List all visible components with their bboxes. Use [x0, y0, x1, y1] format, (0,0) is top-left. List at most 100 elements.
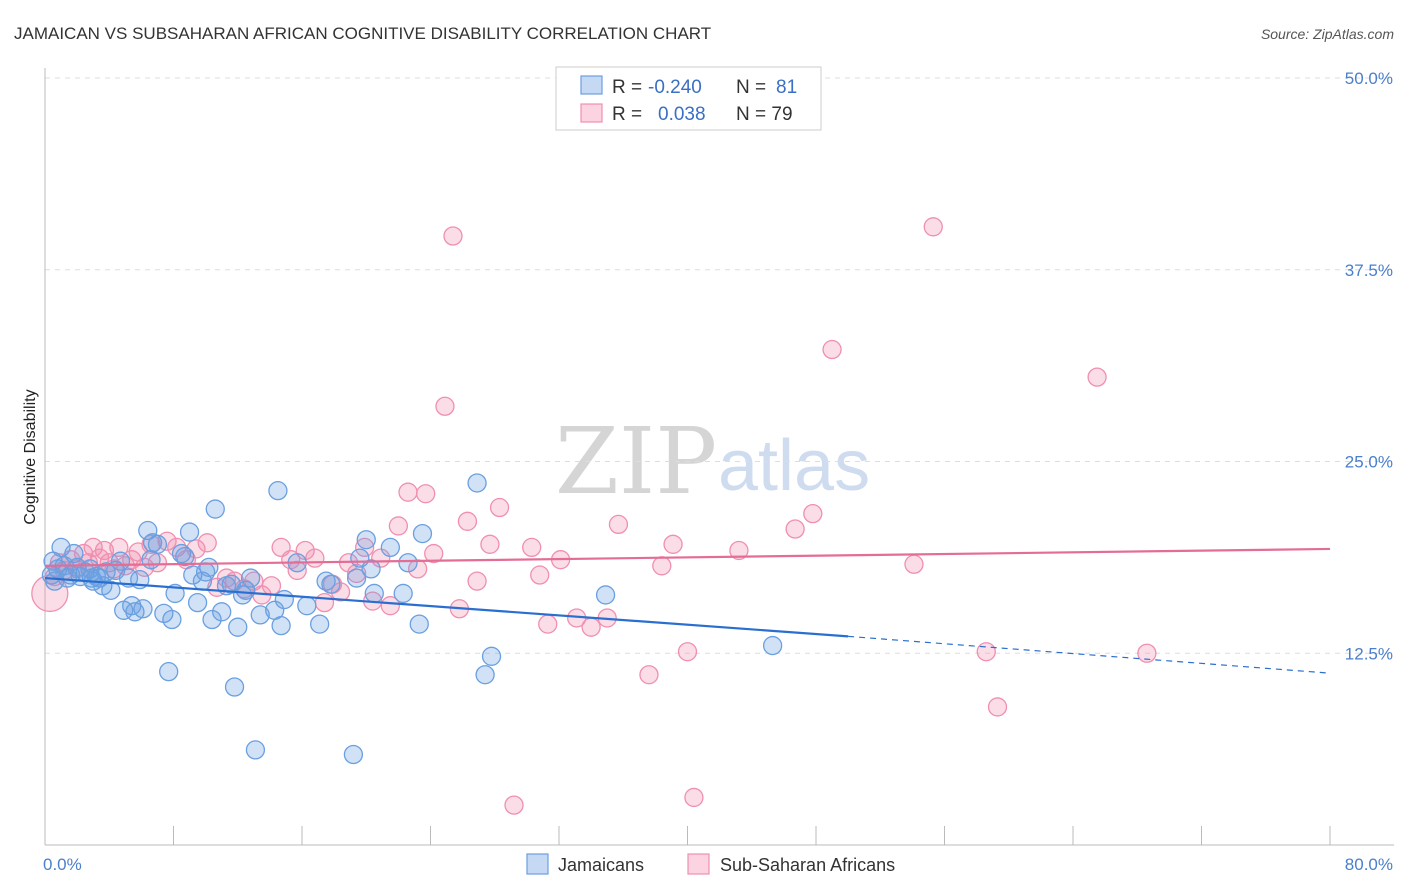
- y-tick-label-3: 50.0%: [1345, 69, 1393, 88]
- point-sub-saharan-68: [652, 556, 672, 576]
- legend-r-label-2: R =: [612, 104, 642, 125]
- point-sub-saharan-56: [480, 534, 500, 554]
- point-jamaicans-26: [138, 520, 158, 541]
- point-sub-saharan-52: [443, 226, 463, 246]
- bottom-legend-sub-saharan: Sub-Saharan Africans: [720, 855, 895, 875]
- axes: [44, 68, 1394, 846]
- point-jamaicans-41: [202, 609, 222, 630]
- legend-n-label-1: N =: [736, 77, 766, 98]
- point-sub-saharan-71: [684, 787, 704, 808]
- tick-labels: 12.5% 25.0% 37.5% 50.0% 0.0% 80.0%: [43, 69, 1393, 874]
- point-sub-saharan-77: [923, 217, 943, 237]
- y-axis-label: Cognitive Disability: [22, 389, 39, 524]
- point-sub-saharan-67: [639, 665, 659, 685]
- point-jamaicans-71: [412, 523, 433, 544]
- point-jamaicans-77: [81, 568, 102, 588]
- point-sub-saharan-66: [608, 514, 629, 535]
- point-jamaicans-60: [321, 574, 341, 594]
- point-jamaicans-78: [141, 550, 161, 570]
- point-sub-saharan-23: [186, 539, 206, 559]
- trend-line-sub-saharan: [44, 547, 1331, 567]
- series-jamaicans: [41, 473, 783, 765]
- point-sub-saharan-24: [197, 533, 217, 553]
- point-sub-saharan-39: [330, 582, 351, 602]
- bottom-legend-swatch-jamaicans: [526, 853, 549, 875]
- point-sub-saharan-69: [663, 534, 683, 554]
- point-jamaicans-73: [475, 665, 495, 685]
- point-sub-saharan-58: [504, 795, 524, 815]
- point-sub-saharan-72: [729, 540, 749, 561]
- point-jamaicans-57: [297, 596, 317, 616]
- point-jamaicans-18: [101, 580, 121, 601]
- point-jamaicans-31: [162, 609, 182, 630]
- chart-source: Source: ZipAtlas.com: [1261, 26, 1394, 42]
- point-sub-saharan-51: [435, 396, 455, 416]
- chart-title: JAMAICAN VS SUBSAHARAN AFRICAN COGNITIVE…: [14, 24, 711, 43]
- legend-r-label-1: R =: [612, 77, 642, 98]
- point-sub-saharan-76: [904, 554, 924, 574]
- point-jamaicans-72: [467, 473, 487, 493]
- point-jamaicans-20: [110, 551, 131, 571]
- point-jamaicans-34: [175, 546, 195, 567]
- series-sub-saharan-africans: [31, 217, 1157, 815]
- point-jamaicans-25: [133, 599, 153, 619]
- point-jamaicans-50: [245, 740, 266, 760]
- point-jamaicans-76: [762, 635, 783, 656]
- point-jamaicans-70: [409, 614, 429, 634]
- point-sub-saharan-37: [314, 592, 335, 613]
- trend-lines: [44, 547, 1331, 674]
- point-jamaicans-65: [361, 559, 381, 579]
- legend-n-value-1: 81: [776, 77, 797, 98]
- point-jamaicans-53: [268, 480, 288, 501]
- grid-lines: [45, 77, 1394, 654]
- point-jamaicans-79: [236, 580, 256, 601]
- point-sub-saharan-54: [457, 511, 478, 531]
- point-jamaicans-64: [356, 530, 376, 550]
- legend-swatch-sub-saharan: [580, 103, 603, 123]
- correlation-legend: R = -0.240 N = 81 R = 0.038 N = 79: [555, 66, 822, 131]
- point-jamaicans-62: [346, 568, 367, 588]
- point-sub-saharan-55: [467, 571, 487, 591]
- y-tick-label-0: 12.5%: [1345, 644, 1393, 663]
- point-jamaicans-47: [228, 617, 248, 637]
- legend-n-label-2: N = 79: [736, 104, 793, 125]
- point-jamaicans-43: [212, 602, 232, 622]
- watermark-atlas: atlas: [718, 426, 870, 506]
- point-sub-saharan-45: [380, 596, 400, 616]
- point-sub-saharan-13: [109, 537, 129, 558]
- trend-line-jamaicans: [44, 576, 849, 638]
- point-sub-saharan-80: [1087, 367, 1107, 387]
- point-sub-saharan-75: [822, 339, 842, 360]
- point-sub-saharan-47: [398, 482, 418, 502]
- point-sub-saharan-41: [346, 563, 367, 584]
- point-jamaicans-37: [187, 592, 208, 613]
- point-sub-saharan-36: [305, 548, 325, 568]
- point-sub-saharan-59: [522, 537, 542, 558]
- point-sub-saharan-42: [354, 537, 375, 558]
- point-jamaicans-75: [595, 585, 616, 605]
- point-sub-saharan-74: [803, 504, 823, 524]
- point-jamaicans-33: [171, 543, 192, 564]
- point-sub-saharan-10: [94, 540, 115, 561]
- point-jamaicans-58: [310, 614, 330, 634]
- point-jamaicans-30: [159, 662, 179, 682]
- legend-swatch-jamaicans: [580, 75, 603, 95]
- point-jamaicans-67: [380, 537, 400, 558]
- point-jamaicans-46: [224, 677, 245, 697]
- point-jamaicans-55: [274, 589, 294, 610]
- trend-line-jamaicans-extension: [848, 635, 1331, 674]
- point-sub-saharan-44: [371, 548, 391, 568]
- point-jamaicans-54: [271, 615, 291, 636]
- bottom-legend-swatch-sub-saharan: [687, 853, 710, 875]
- point-jamaicans-17: [96, 562, 116, 582]
- point-jamaicans-68: [393, 583, 413, 604]
- point-sub-saharan-46: [388, 516, 409, 536]
- point-jamaicans-61: [343, 744, 364, 765]
- point-jamaicans-40: [199, 557, 219, 577]
- point-sub-saharan-8: [83, 537, 103, 558]
- point-jamaicans-74: [481, 646, 502, 666]
- point-sub-saharan-73: [785, 519, 805, 539]
- point-jamaicans-49: [240, 568, 261, 588]
- point-sub-saharan-60: [530, 565, 550, 585]
